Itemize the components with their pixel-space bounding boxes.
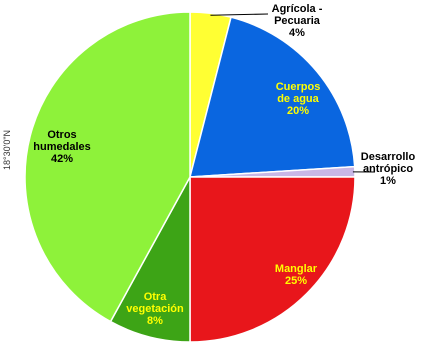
slice-label-line: Desarrollo [361,151,416,163]
slice-label-line: 20% [287,105,309,117]
leader-line-0 [210,13,269,16]
slice-label-line: Otros [47,129,76,141]
pie-slices [24,11,356,343]
slice-label-line: Manglar [275,263,318,275]
slice-label-line: 1% [380,175,396,187]
pie-slice-1 [189,16,356,178]
slice-labels: Agrícola -Pecuaria 4% Cuerpos de agua 20% Des… [33,3,415,327]
slice-label-line: 42% [51,153,73,165]
slice-label-2: Desarrollo antrópico 1% [361,151,416,187]
slice-label-line: 4% [289,27,305,39]
slice-label-line: Otra [144,291,168,303]
slice-label-line: Agrícola - [272,3,323,15]
slice-label-4: Otra vegetación 8% [126,291,184,327]
pie-slice-5 [24,11,191,323]
slice-label-1: Cuerpos de agua 20% [276,81,321,117]
slice-label-0: Agrícola -Pecuaria 4% [272,3,323,39]
slice-label-line: Pecuaria [274,15,321,27]
leader-lines [210,13,376,173]
slice-label-line: humedales [33,141,90,153]
pie-slice-3 [189,176,356,343]
latitude-label: 18°30'0"N [2,130,12,170]
slice-label-line: 25% [285,275,307,287]
slice-label-line: 8% [147,315,163,327]
slice-label-line: de agua [277,93,319,105]
slice-label-5: Otros humedales 42% [33,129,90,165]
slice-label-line: Cuerpos [276,81,321,93]
slice-label-3: Manglar 25% [275,263,318,287]
slice-label-line: antrópico [363,163,413,175]
slice-label-line: vegetación [126,303,184,315]
